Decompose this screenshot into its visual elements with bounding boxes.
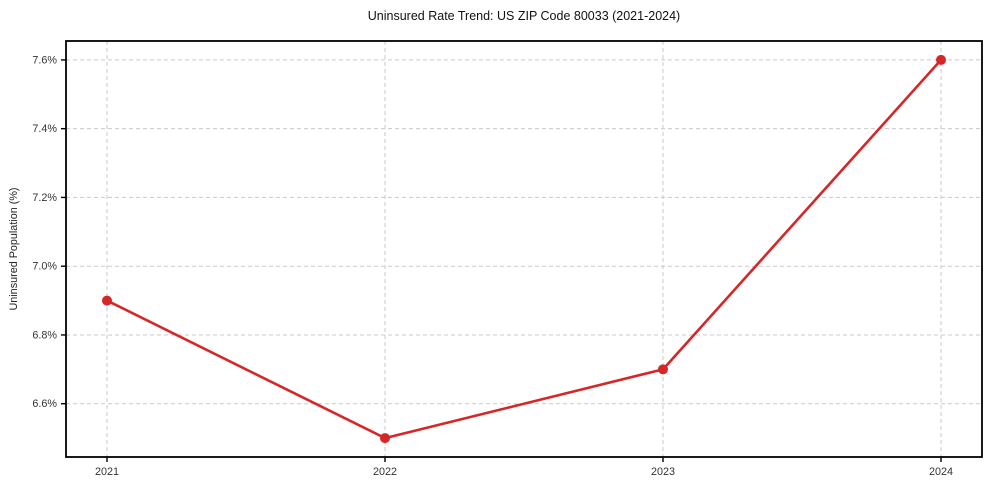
x-tick-label: 2024 [929,466,953,478]
y-tick-label: 7.4% [32,123,57,135]
y-tick-label: 6.8% [32,329,57,341]
y-tick-label: 6.6% [32,398,57,410]
data-point [936,54,946,65]
y-tick-label: 7.2% [32,192,57,204]
x-tick-label: 2022 [373,466,397,478]
data-point [658,364,668,375]
y-tick-label: 7.6% [32,54,57,66]
data-point [380,433,390,444]
y-tick-label: 7.0% [32,261,57,273]
trend-line [105,58,943,440]
x-tick-label: 2021 [95,466,119,478]
chart-title: Uninsured Rate Trend: US ZIP Code 80033 … [367,9,681,23]
data-point [102,295,112,306]
plot-border [65,40,983,458]
x-tick-label: 2023 [651,466,675,478]
